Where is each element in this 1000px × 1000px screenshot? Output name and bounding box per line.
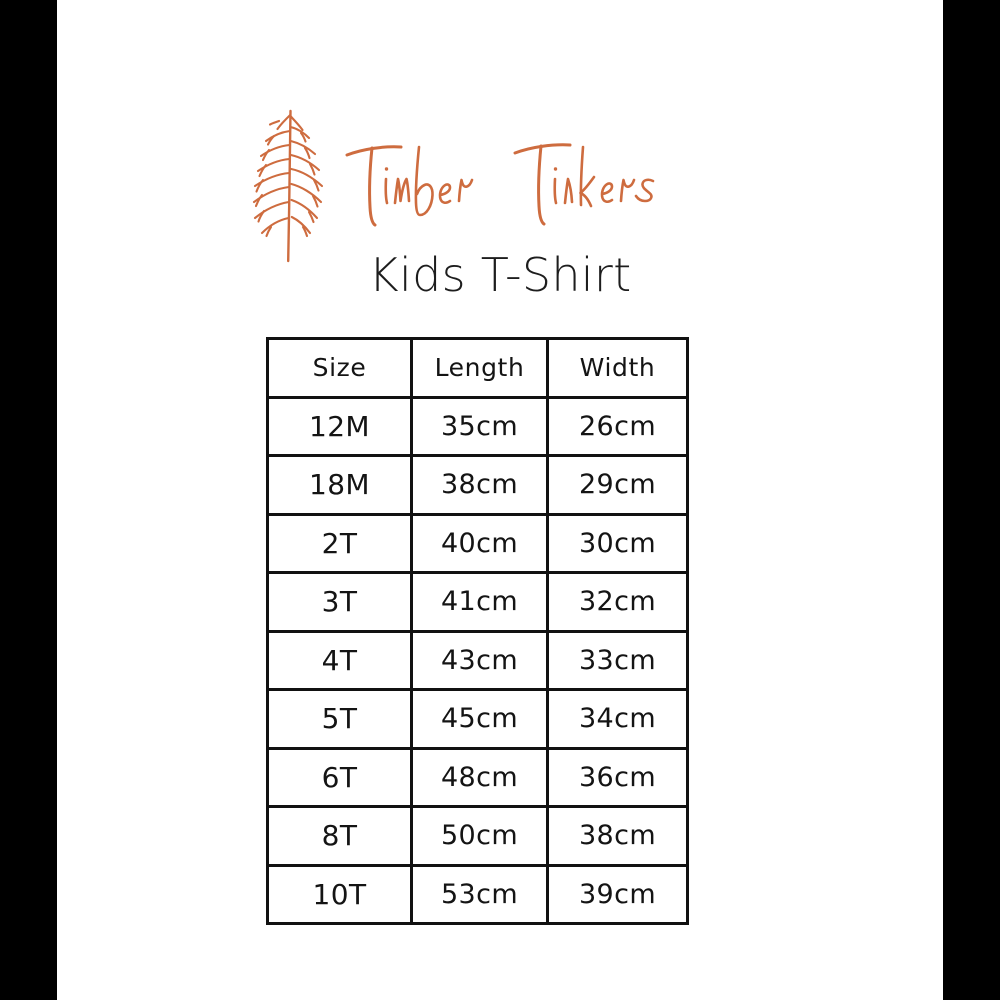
table-row: 18M 38cm 29cm (266, 454, 689, 516)
cell-size: 4T (266, 629, 413, 691)
cell-size: 18M (266, 454, 413, 516)
cell-width: 26cm (546, 395, 689, 457)
cell-width: 36cm (546, 746, 689, 808)
table-body: 12M 35cm 26cm 18M 38cm 29cm 2T 40cm 30cm (266, 395, 689, 925)
cell-size: 5T (266, 688, 413, 750)
size-chart-table-container: Size Length Width 12M 35cm 26cm 18M 38cm… (266, 337, 689, 925)
table-row: 12M 35cm 26cm (266, 395, 689, 457)
cell-size: 6T (266, 746, 413, 808)
cell-length: 50cm (410, 805, 549, 867)
column-header-width: Width (546, 337, 689, 399)
column-header-length: Length (410, 337, 549, 399)
cell-width: 33cm (546, 629, 689, 691)
pine-tree-icon (252, 109, 324, 263)
table-header: Size Length Width (266, 337, 689, 399)
table-row: 6T 48cm 36cm (266, 746, 689, 808)
cell-size: 10T (266, 863, 413, 925)
cell-size: 2T (266, 512, 413, 574)
cell-size: 12M (266, 395, 413, 457)
page-title: Kids T-Shirt (368, 248, 632, 302)
cell-width: 30cm (546, 512, 689, 574)
cell-size: 8T (266, 805, 413, 867)
cell-length: 45cm (410, 688, 549, 750)
cell-width: 39cm (546, 863, 689, 925)
size-chart-table: Size Length Width 12M 35cm 26cm 18M 38cm… (266, 337, 689, 925)
cell-length: 53cm (410, 863, 549, 925)
table-row: 2T 40cm 30cm (266, 512, 689, 574)
table-row: 5T 45cm 34cm (266, 688, 689, 750)
cell-length: 35cm (410, 395, 549, 457)
letterbox-bar-left (0, 0, 57, 1000)
cell-width: 34cm (546, 688, 689, 750)
cell-width: 38cm (546, 805, 689, 867)
column-header-size: Size (266, 337, 413, 399)
cell-size: 3T (266, 571, 413, 633)
cell-length: 40cm (410, 512, 549, 574)
size-chart-graphic: Timber Tinkers (57, 0, 943, 1000)
cell-width: 29cm (546, 454, 689, 516)
table-row: 3T 41cm 32cm (266, 571, 689, 633)
table-row: 4T 43cm 33cm (266, 629, 689, 691)
cell-width: 32cm (546, 571, 689, 633)
table-row: 8T 50cm 38cm (266, 805, 689, 867)
cell-length: 41cm (410, 571, 549, 633)
brand-wordmark: Timber Tinkers (345, 143, 655, 227)
cell-length: 43cm (410, 629, 549, 691)
cell-length: 38cm (410, 454, 549, 516)
cell-length: 48cm (410, 746, 549, 808)
brand-header: Timber Tinkers (57, 105, 943, 265)
table-row: 10T 53cm 39cm (266, 863, 689, 925)
letterbox-bar-right (943, 0, 1000, 1000)
table-header-row: Size Length Width (266, 337, 689, 399)
